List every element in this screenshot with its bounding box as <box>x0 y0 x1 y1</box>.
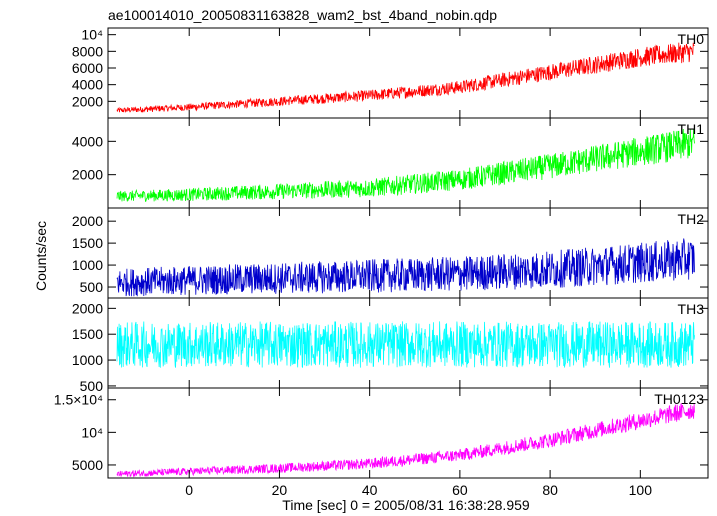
y-tick-label: 5000 <box>72 457 103 473</box>
series-th1-line <box>116 128 695 203</box>
series-th0123-line <box>116 403 695 478</box>
y-tick-label: 10⁴ <box>81 424 103 440</box>
y-tick-label: 500 <box>80 378 104 394</box>
y-tick-label: 4000 <box>72 133 103 149</box>
x-axis-label: Time [sec] 0 = 2005/08/31 16:38:28.959 <box>282 497 530 513</box>
series-th3-line <box>116 321 695 368</box>
panel-frame-th2 <box>107 207 709 299</box>
panel-frame-th0 <box>107 27 709 119</box>
y-tick-label: 1000 <box>72 257 103 273</box>
panel-label-th0: TH0 <box>678 31 705 47</box>
chart-title: ae100014010_20050831163828_wam2_bst_4ban… <box>108 7 497 23</box>
y-axis-label: Counts/sec <box>33 221 49 291</box>
panel-label-th3: TH3 <box>678 301 705 317</box>
panel-frame-th0123 <box>107 387 709 479</box>
y-tick-label: 10⁴ <box>81 27 103 43</box>
x-tick-label: 0 <box>185 482 193 498</box>
series-th2-line <box>116 238 695 297</box>
y-tick-label: 4000 <box>72 77 103 93</box>
y-tick-label: 1.5×10⁴ <box>54 392 103 408</box>
x-tick-label: 40 <box>362 482 378 498</box>
x-tick-label: 20 <box>272 482 288 498</box>
panel-label-th1: TH1 <box>678 121 705 137</box>
x-tick-label: 100 <box>629 482 653 498</box>
panel-label-th0123: TH0123 <box>654 391 704 407</box>
y-tick-label: 1000 <box>72 352 103 368</box>
y-tick-label: 2000 <box>72 300 103 316</box>
y-tick-label: 6000 <box>72 60 103 76</box>
x-tick-label: 60 <box>452 482 468 498</box>
y-tick-label: 1500 <box>72 235 103 251</box>
y-tick-label: 2000 <box>72 93 103 109</box>
y-tick-label: 2000 <box>72 213 103 229</box>
panel-label-th2: TH2 <box>678 211 705 227</box>
y-tick-label: 500 <box>80 279 104 295</box>
series-th0-line <box>116 42 695 113</box>
y-tick-label: 1500 <box>72 326 103 342</box>
y-tick-label: 2000 <box>72 167 103 183</box>
x-tick-label: 80 <box>542 482 558 498</box>
y-tick-label: 8000 <box>72 43 103 59</box>
